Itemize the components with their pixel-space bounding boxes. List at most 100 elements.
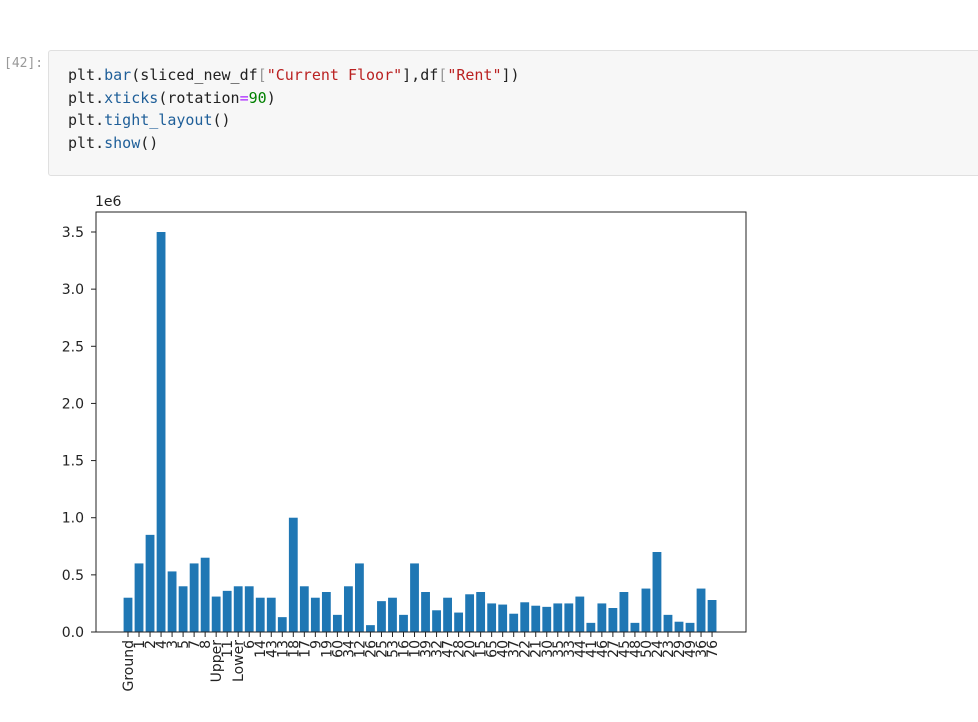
- bar: [454, 612, 464, 632]
- x-tick-label: 32: [430, 640, 446, 658]
- x-tick-label: 9: [308, 640, 324, 649]
- x-tick-label: 36: [694, 640, 710, 658]
- x-tick-label: 34: [341, 640, 357, 658]
- bar: [189, 563, 199, 632]
- token: "Current Floor": [266, 66, 403, 84]
- code-line: plt.bar(sliced_new_df["Current Floor"],d…: [68, 64, 520, 87]
- x-tick-label: 25: [374, 640, 390, 658]
- bar: [222, 590, 232, 632]
- bar: [663, 614, 673, 632]
- x-tick-label: Lower: [231, 640, 247, 682]
- x-tick-label: Ground: [121, 640, 137, 692]
- bar: [421, 592, 430, 632]
- bar: [156, 232, 166, 632]
- bar: [233, 586, 243, 632]
- x-tick-label: 43: [264, 640, 280, 658]
- x-tick-label: 16: [397, 640, 413, 658]
- x-tick-label: 46: [595, 640, 611, 658]
- bar: [630, 622, 640, 632]
- x-tick-label: 60: [330, 640, 346, 658]
- token: (): [140, 133, 159, 152]
- x-tick-label: 30: [540, 640, 556, 658]
- bar: [542, 606, 552, 632]
- x-tick-label: 14: [253, 640, 269, 658]
- bar: [476, 592, 486, 632]
- token: "Rent": [447, 66, 502, 84]
- bar: [707, 600, 717, 632]
- bar: [520, 602, 530, 632]
- x-tick-label: 15: [474, 640, 490, 658]
- x-tick-label: 45: [617, 640, 633, 658]
- bar: [310, 597, 320, 632]
- x-tick-label: 41: [584, 640, 600, 658]
- x-tick-label: 33: [562, 640, 578, 658]
- code-line: plt.show(): [68, 132, 520, 155]
- bar: [641, 588, 651, 632]
- x-tick-label: 29: [672, 640, 688, 658]
- bar: [288, 517, 298, 632]
- bar: [487, 603, 497, 632]
- bar: [575, 596, 585, 632]
- x-tick-label: 53: [385, 640, 401, 658]
- bar: [355, 563, 364, 632]
- x-tick-label: 1: [132, 640, 148, 649]
- cell-prompt: [42]:: [4, 56, 44, 71]
- token: bar: [104, 66, 132, 84]
- bar: [608, 608, 618, 632]
- x-tick-label: 27: [606, 640, 622, 658]
- bar: [388, 597, 397, 632]
- x-tick-label: 21: [529, 640, 545, 658]
- x-tick-label: 18: [286, 640, 302, 658]
- token: ],df: [402, 66, 439, 84]
- x-tick-label: 39: [419, 640, 435, 658]
- y-tick-label: 0.5: [62, 568, 84, 584]
- x-tick-label: 26: [363, 640, 379, 658]
- x-tick-label: 76: [705, 640, 721, 658]
- token: (rotation: [158, 88, 240, 107]
- x-tick-label: 7: [187, 640, 203, 649]
- x-tick-label: 35: [551, 640, 567, 658]
- y-tick-label: 2.5: [62, 339, 84, 355]
- y-tick-label: 0.0: [62, 625, 84, 641]
- y-tick-label: 1.0: [62, 511, 84, 527]
- x-tick-label: 2: [143, 640, 159, 649]
- token: plt.: [68, 88, 105, 107]
- token: show: [104, 133, 141, 152]
- x-tick-label: 49: [683, 640, 699, 658]
- x-tick-label: 24: [650, 640, 666, 658]
- bar: [343, 586, 353, 632]
- bar: [178, 586, 188, 632]
- x-tick-label: 50: [639, 640, 655, 658]
- bar: [531, 605, 541, 632]
- x-tick-label: 20: [463, 640, 479, 658]
- bar: [564, 603, 574, 632]
- x-tick-label: 23: [661, 640, 677, 658]
- token: (): [212, 111, 231, 130]
- plot-frame: [95, 211, 747, 633]
- bar: [332, 614, 342, 632]
- x-tick-label: 11: [220, 640, 236, 658]
- bar: [167, 571, 177, 632]
- bar: [399, 614, 408, 632]
- bar: [509, 613, 519, 632]
- bar: [299, 586, 309, 632]
- y-tick-label: 1.5: [62, 454, 84, 470]
- bar: [123, 597, 133, 632]
- bar: [145, 534, 155, 632]
- token: (sliced_new_df: [131, 66, 258, 84]
- token: tight_layout: [104, 111, 213, 130]
- x-tick-label: 5: [176, 640, 192, 649]
- bar: [432, 610, 441, 632]
- x-tick-label: 17: [297, 640, 313, 658]
- x-tick-label: 37: [507, 640, 523, 658]
- x-tick-label: 12: [352, 640, 368, 658]
- x-tick-label: 40: [496, 640, 512, 658]
- x-tick-label: 13: [275, 640, 291, 658]
- bar: [277, 617, 287, 632]
- token: [: [438, 66, 448, 84]
- x-tick-label: 6: [242, 640, 258, 649]
- y-tick-label: 3.0: [62, 282, 84, 298]
- bar: [255, 597, 265, 632]
- code-cell[interactable]: plt. bar(sliced_new_df [ "Current Floor"],d…: [48, 50, 978, 176]
